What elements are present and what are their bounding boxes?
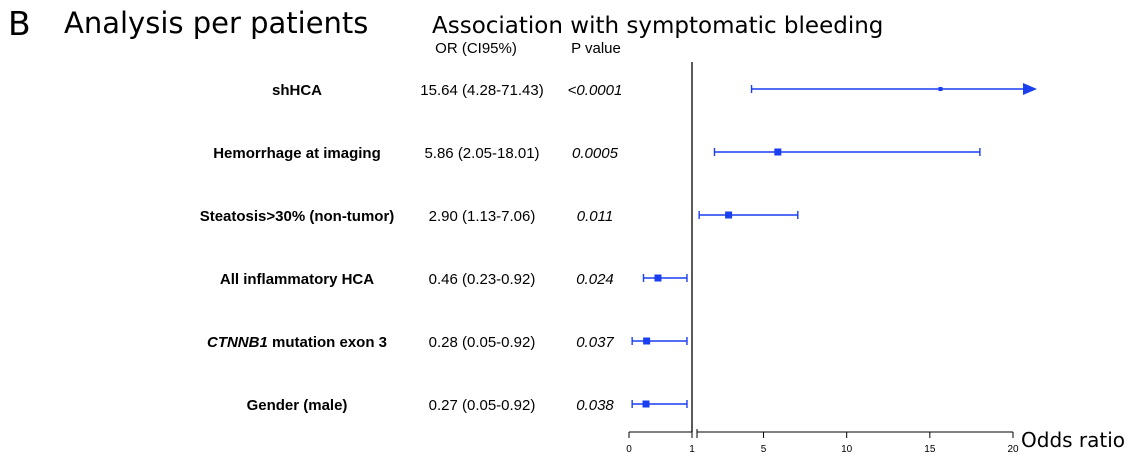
or-ci-value: 0.46 (0.23-0.92) [429, 271, 536, 288]
row-label-part: shHCA [272, 82, 322, 99]
x-tick-label: 15 [924, 444, 936, 455]
x-tick-label: 5 [761, 444, 767, 455]
row-label: Steatosis>30% (non-tumor) [200, 208, 395, 225]
row-label-part: Gender (male) [247, 397, 348, 414]
row-label: CTNNB1 mutation exon 3 [207, 334, 387, 351]
p-value: 0.024 [576, 271, 614, 288]
panel-letter: B [8, 4, 31, 43]
or-column-header: OR (CI95%) [435, 40, 517, 57]
or-ci-value: 15.64 (4.28-71.43) [420, 82, 543, 99]
p-value: 0.0005 [572, 145, 619, 162]
ci-arrow [1023, 83, 1037, 95]
row-label: Hemorrhage at imaging [213, 145, 381, 162]
p-value: 0.038 [576, 397, 614, 414]
x-tick-label: 1 [689, 444, 695, 455]
row-label-part: Hemorrhage at imaging [213, 145, 381, 162]
x-tick-label: 10 [841, 444, 853, 455]
row-label: Gender (male) [247, 397, 348, 414]
point-estimate [642, 400, 650, 408]
row-label-part: All inflammatory HCA [220, 271, 374, 288]
or-ci-value: 5.86 (2.05-18.01) [424, 145, 539, 162]
x-tick-label: 0 [626, 444, 632, 455]
or-ci-value: 2.90 (1.13-7.06) [429, 208, 536, 225]
row-label-italic-part: CTNNB1 [207, 334, 268, 351]
point-estimate [654, 274, 662, 282]
panel-title: Analysis per patients [64, 6, 369, 40]
p-column-header: P value [571, 40, 621, 57]
or-ci-value: 0.27 (0.05-0.92) [429, 397, 536, 414]
point-estimate [643, 337, 651, 345]
row-label-part: mutation exon 3 [268, 334, 387, 351]
row-label: All inflammatory HCA [220, 271, 374, 288]
p-value: 0.011 [577, 208, 613, 225]
point-estimate [725, 211, 733, 219]
point-estimate [774, 148, 782, 156]
chart-title: Association with symptomatic bleeding [432, 13, 884, 39]
p-value: 0.037 [576, 334, 614, 351]
x-tick-label: 20 [1007, 444, 1019, 455]
x-axis-label: Odds ratio [1021, 428, 1125, 452]
or-ci-value: 0.28 (0.05-0.92) [429, 334, 536, 351]
row-label-part: Steatosis>30% (non-tumor) [200, 208, 395, 225]
row-label: shHCA [272, 82, 322, 99]
p-value: <0.0001 [568, 82, 623, 99]
point-estimate [938, 87, 943, 91]
